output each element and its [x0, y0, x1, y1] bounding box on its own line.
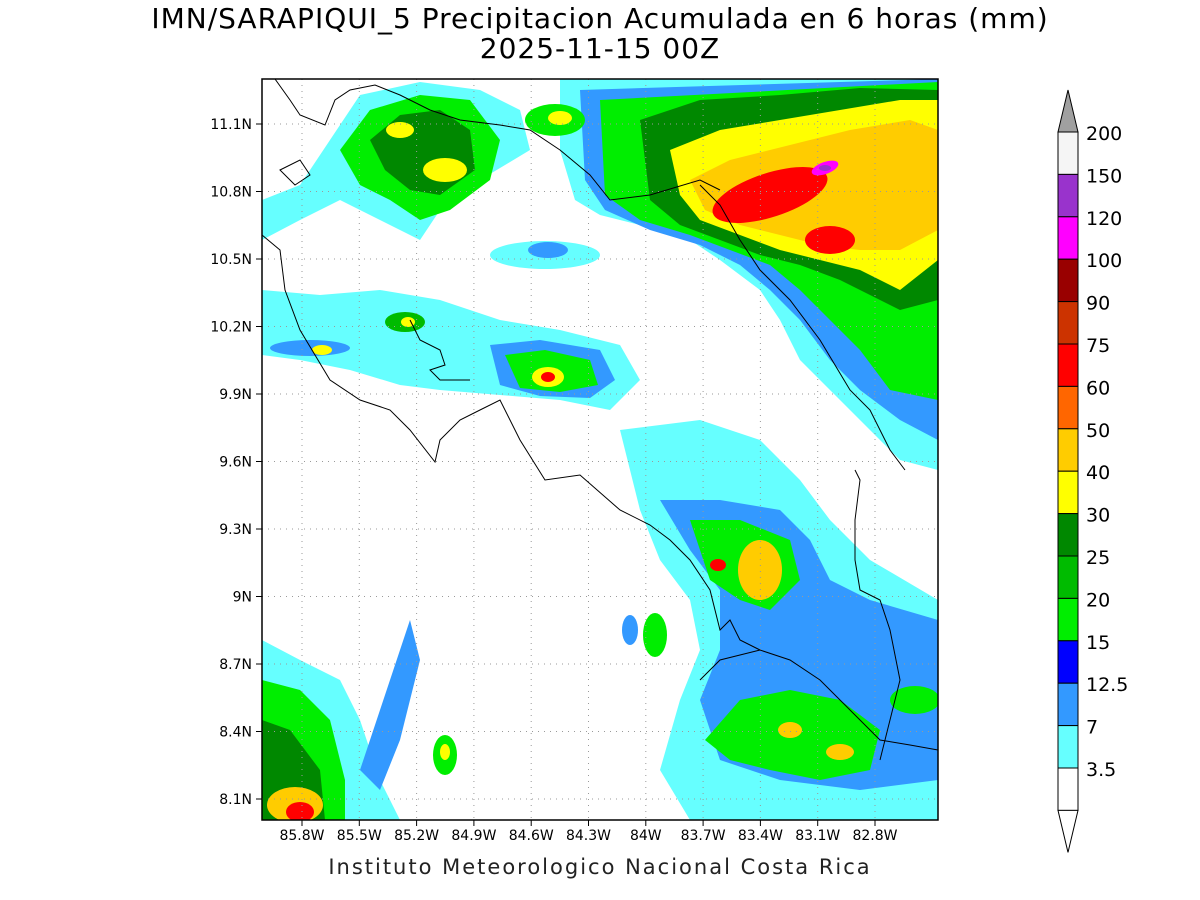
lat-tick-label: 11.1N — [210, 117, 252, 133]
coastlines — [262, 79, 938, 761]
lon-tick-label: 84.6W — [509, 828, 554, 844]
legend-label: 7 — [1086, 717, 1098, 739]
south-rain-60 — [710, 559, 726, 571]
lon-tick-label: 84.9W — [451, 828, 496, 844]
nicaragua-border — [274, 79, 721, 201]
lat-tick-label: 10.5N — [210, 252, 252, 268]
lat-tick-label: 9.3N — [219, 522, 252, 538]
lon-tick-label: 82.8W — [852, 828, 897, 844]
legend-swatch — [1057, 385, 1079, 430]
legend-label: 150 — [1086, 165, 1122, 187]
footer-credit: Instituto Meteorologico Nacional Costa R… — [328, 855, 872, 879]
precipitation-field — [262, 79, 938, 820]
lat-tick-label: 9N — [233, 590, 252, 606]
lat-tick-label: 8.4N — [219, 725, 252, 741]
legend-label: 200 — [1086, 123, 1122, 145]
legend-bottom-arrow — [1057, 809, 1079, 853]
caribbean-coast — [699, 184, 906, 471]
legend-label: 120 — [1086, 208, 1122, 230]
legend-label: 12.5 — [1086, 674, 1128, 696]
lon-tick-label: 84W — [630, 828, 662, 844]
lon-tick-label: 85.5W — [337, 828, 382, 844]
legend-swatch — [1057, 682, 1079, 727]
north-rain-cell-core — [548, 111, 572, 125]
legend-label: 75 — [1086, 335, 1110, 357]
latitude-axis: 11.1N 10.8N 10.5N 10.2N 9.9N 9.6N 9.3N 9N 8.7N 8.… — [210, 117, 262, 808]
legend-swatch — [1057, 216, 1079, 260]
legend-label: 25 — [1086, 547, 1110, 569]
legend-swatch — [1057, 513, 1079, 557]
legend-label: 3.5 — [1086, 759, 1116, 781]
legend-label: 30 — [1086, 505, 1110, 527]
lat-tick-label: 9.6N — [219, 455, 252, 471]
legend-label: 60 — [1086, 377, 1110, 399]
mid-north-band-core — [528, 242, 568, 258]
legend-label: 90 — [1086, 293, 1110, 315]
ne-rain-core-60 — [712, 167, 828, 223]
legend-swatch — [1057, 173, 1079, 218]
sw-streak — [360, 620, 420, 790]
west-cell-core — [312, 345, 332, 355]
legend-label: 15 — [1086, 632, 1110, 654]
legend-swatch — [1057, 555, 1079, 599]
lat-tick-label: 10.2N — [210, 320, 252, 336]
legend-swatch — [1057, 597, 1079, 642]
lon-tick-label: 85.8W — [279, 828, 324, 844]
plot-frame — [261, 78, 939, 821]
nicaragua-lake — [279, 159, 311, 186]
legend-swatch — [1057, 725, 1079, 769]
pacific-coast-north — [262, 234, 761, 651]
sw-rain-60 — [286, 802, 314, 820]
lon-tick-label: 85.2W — [394, 828, 439, 844]
gulf-nicoya — [409, 319, 470, 381]
map-title: IMN/SARAPIQUI_5 Precipitacion Acumulada … — [151, 2, 1049, 35]
mid-south-cell-b — [622, 615, 638, 645]
nw-rain-40 — [423, 158, 467, 182]
lat-tick-label: 8.1N — [219, 792, 252, 808]
legend-swatch — [1057, 428, 1079, 472]
lat-tick-label: 8.7N — [219, 657, 252, 673]
color-legend: 200 150 120 100 90 75 60 50 40 30 25 20 15 12.5 7 3.5 — [1057, 89, 1128, 853]
legend-label: 20 — [1086, 589, 1110, 611]
south-rain-40 — [738, 540, 782, 600]
panama-rain — [890, 686, 938, 714]
lat-tick-label: 9.9N — [219, 387, 252, 403]
osa-peninsula — [699, 649, 938, 751]
ne-rain-core-150 — [819, 165, 831, 171]
lon-tick-label: 83.4W — [738, 828, 783, 844]
lon-tick-label: 83.1W — [795, 828, 840, 844]
legend-swatch — [1057, 343, 1079, 387]
central-rain-60 — [541, 372, 555, 382]
legend-swatch — [1057, 258, 1079, 303]
nicoya-cell-core — [401, 317, 415, 327]
west-cell — [270, 340, 350, 356]
panama-border — [854, 469, 901, 761]
legend-label: 50 — [1086, 420, 1110, 442]
ne-rain-core-75 — [805, 226, 855, 254]
lon-tick-label: 83.7W — [681, 828, 726, 844]
osa-rain-40b — [826, 744, 854, 760]
lat-tick-label: 10.8N — [210, 185, 252, 201]
legend-swatch — [1057, 640, 1079, 684]
legend-swatch — [1057, 131, 1079, 175]
map-date: 2025-11-15 00Z — [479, 32, 721, 65]
mid-south-cell — [643, 613, 667, 657]
legend-swatch — [1057, 301, 1079, 345]
longitude-axis: 85.8W 85.5W 85.2W 84.9W 84.6W 84.3W 84W 83.7W 83… — [279, 820, 898, 844]
legend-swatch — [1057, 470, 1079, 515]
osa-rain-40 — [778, 722, 802, 738]
legend-label: 40 — [1086, 462, 1110, 484]
nw-rain-40b — [386, 122, 414, 138]
legend-label: 100 — [1086, 250, 1122, 272]
lon-tick-label: 84.3W — [566, 828, 611, 844]
legend-top-arrow — [1057, 89, 1079, 133]
legend-swatch — [1057, 767, 1079, 811]
sw-cell-core — [440, 744, 450, 760]
